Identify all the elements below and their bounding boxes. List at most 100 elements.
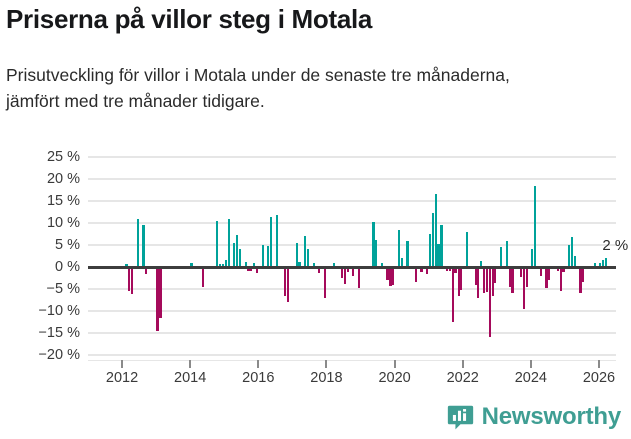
bar xyxy=(457,267,460,296)
bar xyxy=(508,267,511,287)
bar xyxy=(295,242,298,267)
x-axis-tick xyxy=(393,360,396,368)
bar xyxy=(261,245,264,267)
bar xyxy=(392,267,395,285)
bar xyxy=(306,249,310,267)
bar xyxy=(358,267,361,289)
bar xyxy=(400,258,403,267)
x-axis-tick xyxy=(529,360,532,368)
bar xyxy=(397,229,401,267)
bar xyxy=(494,267,497,283)
y-axis-tick-label: 10 % xyxy=(46,215,80,231)
bar xyxy=(414,267,418,283)
gridline xyxy=(88,310,616,312)
bar xyxy=(275,214,278,267)
y-axis-tick-label: 20 % xyxy=(46,171,80,187)
bar xyxy=(202,267,205,287)
bar xyxy=(224,259,227,267)
bar xyxy=(255,267,259,273)
y-axis-tick-label: −5 % xyxy=(46,281,80,297)
bar xyxy=(375,239,378,267)
bar xyxy=(511,267,514,294)
x-axis-labels: 2012 2014 2016 2018 2020 2022 2024 2026 xyxy=(88,370,616,392)
bar xyxy=(525,267,528,288)
bar xyxy=(582,267,585,283)
x-axis-tick xyxy=(189,360,192,368)
y-axis-tick-label: 5 % xyxy=(55,237,80,253)
gridline xyxy=(88,178,616,180)
bar xyxy=(573,256,576,267)
y-axis-tick-label: −20 % xyxy=(38,347,80,363)
bar xyxy=(389,267,392,286)
y-axis-labels: 25 % 20 % 15 % 10 % 5 % 0 % −5 % −10 % −15 % −20 … xyxy=(0,149,80,363)
bar xyxy=(474,267,477,286)
bar xyxy=(233,242,236,267)
y-axis-tick-label: 15 % xyxy=(46,193,80,209)
bar xyxy=(142,225,145,267)
bar xyxy=(449,267,452,271)
bar xyxy=(156,267,159,331)
bar xyxy=(519,267,523,278)
bar xyxy=(483,267,486,294)
bar xyxy=(227,219,230,267)
bar xyxy=(460,267,463,290)
bar xyxy=(431,212,435,267)
bar xyxy=(159,267,162,318)
x-axis-tick-label: 2014 xyxy=(174,370,207,386)
bar-chart: 25 % 20 % 15 % 10 % 5 % 0 % −5 % −10 % −15 % −20 … xyxy=(0,148,631,388)
bar xyxy=(380,262,384,267)
x-axis-tick xyxy=(461,360,464,368)
bar xyxy=(323,267,327,298)
x-axis-tick-label: 2024 xyxy=(514,370,547,386)
bar xyxy=(136,218,139,267)
bar xyxy=(500,247,503,267)
gridline xyxy=(88,244,616,246)
bar xyxy=(406,240,409,267)
page-subtitle: Prisutveckling för villor i Motala under… xyxy=(6,65,510,111)
last-value-annotation: 2 % xyxy=(602,237,629,255)
bar xyxy=(145,267,148,274)
bar xyxy=(250,267,253,272)
plot-area xyxy=(88,156,616,356)
bar xyxy=(559,267,562,292)
bar xyxy=(312,262,315,267)
bar-series xyxy=(88,157,616,355)
page-title: Priserna på villor steg i Motala xyxy=(6,4,373,34)
bar xyxy=(556,267,559,271)
bar xyxy=(593,263,596,267)
bar xyxy=(531,249,534,267)
x-axis-ticks xyxy=(88,360,616,368)
bar-chart-speech-bubble-icon xyxy=(447,405,473,429)
bar xyxy=(562,267,565,273)
bar xyxy=(477,267,480,298)
gridline xyxy=(88,222,616,224)
bar xyxy=(426,267,429,274)
y-axis-tick-label: 0 % xyxy=(55,259,80,275)
bar xyxy=(236,235,239,267)
bar xyxy=(480,261,483,267)
x-axis-tick xyxy=(121,360,124,368)
bar xyxy=(545,267,548,289)
y-axis-tick-label: −15 % xyxy=(38,325,80,341)
x-axis-tick-label: 2020 xyxy=(378,370,411,386)
newsworthy-wordmark: Newsworthy xyxy=(481,403,622,430)
bar xyxy=(270,217,273,267)
bar xyxy=(287,267,290,303)
bar xyxy=(284,267,287,296)
bar xyxy=(434,194,437,267)
newsworthy-logo: Newsworthy xyxy=(447,403,621,431)
bar xyxy=(602,260,605,267)
x-axis-tick-label: 2016 xyxy=(242,370,275,386)
bar xyxy=(343,267,346,284)
x-axis-tick-label: 2022 xyxy=(446,370,479,386)
bar xyxy=(485,267,488,293)
bar xyxy=(304,236,307,267)
bar xyxy=(128,267,131,292)
bar xyxy=(386,267,389,281)
bar xyxy=(466,231,469,267)
bar xyxy=(451,267,454,322)
bar xyxy=(440,225,443,267)
bar xyxy=(570,237,574,267)
bar xyxy=(352,267,355,276)
